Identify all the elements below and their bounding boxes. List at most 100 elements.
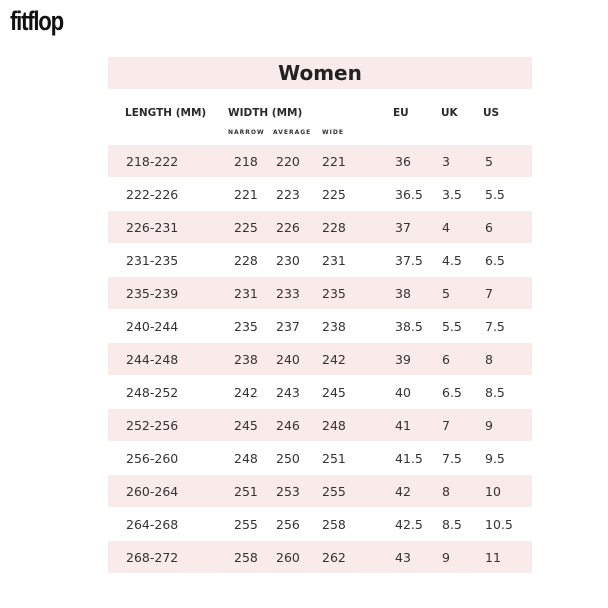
cell-average: 246 [276,418,300,433]
cell-average: 250 [276,451,300,466]
cell-us: 11 [485,550,501,565]
cell-average: 260 [276,550,300,565]
cell-uk: 3 [442,154,450,169]
cell-us: 9 [485,418,493,433]
table-row: 268-272 258 260 262 43 9 11 [108,541,532,573]
cell-average: 233 [276,286,300,301]
cell-eu: 39 [395,352,411,367]
cell-eu: 38 [395,286,411,301]
cell-wide: 248 [322,418,346,433]
table-row: 256-260 248 250 251 41.5 7.5 9.5 [108,442,532,474]
cell-narrow: 235 [234,319,258,334]
cell-average: 226 [276,220,300,235]
cell-narrow: 218 [234,154,258,169]
cell-average: 240 [276,352,300,367]
cell-us: 7.5 [485,319,505,334]
cell-eu: 36.5 [395,187,423,202]
cell-narrow: 242 [234,385,258,400]
cell-narrow: 258 [234,550,258,565]
table-row: 222-226 221 223 225 36.5 3.5 5.5 [108,178,532,210]
cell-uk: 7.5 [442,451,462,466]
header-us: US [483,107,500,119]
table-row: 218-222 218 220 221 36 3 5 [108,145,532,177]
cell-us: 10 [485,484,501,499]
cell-wide: 235 [322,286,346,301]
cell-wide: 251 [322,451,346,466]
cell-average: 230 [276,253,300,268]
cell-length: 218-222 [126,154,179,169]
header-width: WIDTH (MM) [228,107,303,119]
cell-narrow: 228 [234,253,258,268]
header-eu: EU [393,107,409,119]
cell-uk: 9 [442,550,450,565]
cell-average: 220 [276,154,300,169]
cell-uk: 4.5 [442,253,462,268]
cell-eu: 41.5 [395,451,423,466]
cell-eu: 37.5 [395,253,423,268]
table-row: 264-268 255 256 258 42.5 8.5 10.5 [108,508,532,540]
cell-eu: 40 [395,385,411,400]
cell-wide: 221 [322,154,346,169]
cell-wide: 245 [322,385,346,400]
cell-us: 9.5 [485,451,505,466]
table-row: 240-244 235 237 238 38.5 5.5 7.5 [108,310,532,342]
cell-average: 256 [276,517,300,532]
cell-average: 223 [276,187,300,202]
subheader-narrow: NARROW [228,129,265,136]
table-row: 252-256 245 246 248 41 7 9 [108,409,532,441]
cell-us: 8.5 [485,385,505,400]
cell-wide: 225 [322,187,346,202]
cell-us: 5 [485,154,493,169]
cell-length: 226-231 [126,220,179,235]
cell-uk: 5.5 [442,319,462,334]
cell-us: 7 [485,286,493,301]
cell-uk: 3.5 [442,187,462,202]
cell-length: 235-239 [126,286,179,301]
table-row: 231-235 228 230 231 37.5 4.5 6.5 [108,244,532,276]
subheader-average: AVERAGE [273,129,312,136]
cell-length: 222-226 [126,187,179,202]
cell-us: 6 [485,220,493,235]
cell-length: 244-248 [126,352,179,367]
table-row: 248-252 242 243 245 40 6.5 8.5 [108,376,532,408]
cell-eu: 42.5 [395,517,423,532]
cell-uk: 6.5 [442,385,462,400]
cell-uk: 6 [442,352,450,367]
cell-narrow: 225 [234,220,258,235]
fitflop-logo: fitflop [10,6,64,36]
cell-length: 268-272 [126,550,179,565]
cell-narrow: 231 [234,286,258,301]
cell-eu: 38.5 [395,319,423,334]
header-length: LENGTH (MM) [125,107,207,119]
cell-wide: 258 [322,517,346,532]
cell-eu: 36 [395,154,411,169]
cell-length: 256-260 [126,451,179,466]
cell-uk: 8.5 [442,517,462,532]
table-row: 226-231 225 226 228 37 4 6 [108,211,532,243]
cell-eu: 37 [395,220,411,235]
cell-narrow: 255 [234,517,258,532]
cell-wide: 231 [322,253,346,268]
table-row: 260-264 251 253 255 42 8 10 [108,475,532,507]
table-row: 244-248 238 240 242 39 6 8 [108,343,532,375]
cell-wide: 228 [322,220,346,235]
cell-narrow: 251 [234,484,258,499]
cell-uk: 4 [442,220,450,235]
cell-wide: 242 [322,352,346,367]
cell-uk: 8 [442,484,450,499]
cell-us: 5.5 [485,187,505,202]
cell-wide: 262 [322,550,346,565]
section-title: Women [108,57,532,89]
cell-length: 248-252 [126,385,179,400]
cell-narrow: 245 [234,418,258,433]
cell-uk: 7 [442,418,450,433]
cell-average: 243 [276,385,300,400]
cell-length: 231-235 [126,253,179,268]
cell-length: 252-256 [126,418,179,433]
cell-length: 240-244 [126,319,179,334]
subheader-wide: WIDE [322,129,344,136]
cell-uk: 5 [442,286,450,301]
cell-average: 253 [276,484,300,499]
cell-length: 260-264 [126,484,179,499]
cell-us: 6.5 [485,253,505,268]
